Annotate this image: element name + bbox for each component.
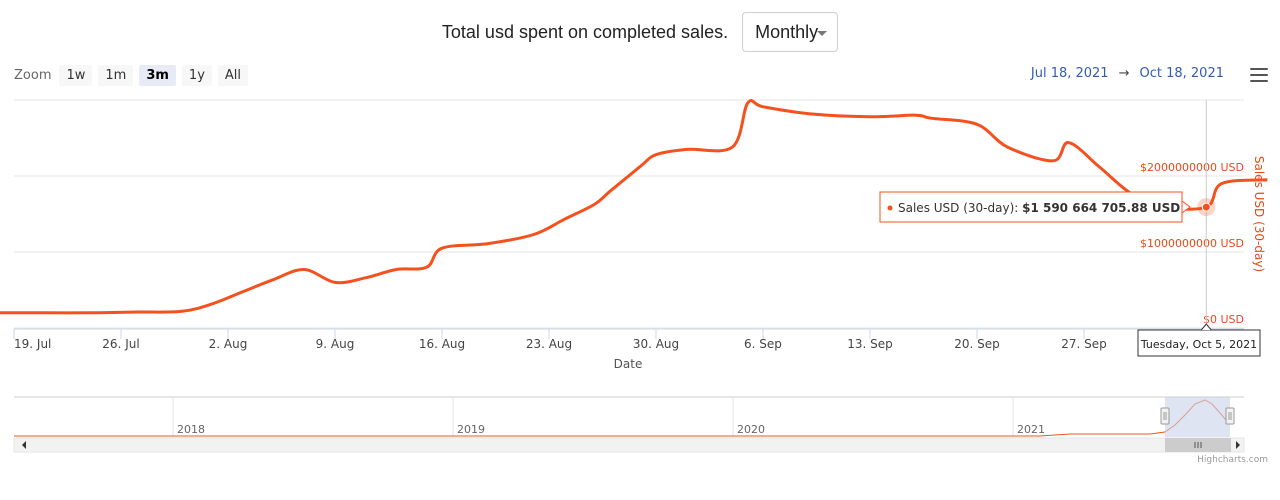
y-tick-label: $1000000000 USD: [1140, 237, 1244, 250]
navigator-year-label: 2020: [737, 423, 765, 436]
y-tick-label: $0 USD: [1203, 313, 1244, 326]
period-select-value: Monthly: [755, 21, 819, 42]
tooltip-box: [879, 191, 1183, 223]
x-tick-label: 27. Sep: [1061, 337, 1107, 351]
zoom-label: Zoom: [14, 67, 52, 83]
period-select[interactable]: Monthly: [742, 12, 839, 52]
zoom-all-button[interactable]: All: [217, 64, 249, 86]
navigator-year-label: 2021: [1017, 423, 1045, 436]
credits-link[interactable]: Highcharts.com: [1197, 455, 1268, 465]
tooltip-series-name: Sales USD (30-day):: [898, 201, 1022, 215]
y-axis-title: Sales USD (30-day): [1252, 156, 1266, 272]
x-tick-label: 23. Aug: [526, 337, 572, 351]
x-tick-label: 2. Aug: [209, 337, 248, 351]
tooltip-pointer: [1181, 200, 1191, 214]
navigator-window: [1165, 397, 1230, 437]
chart-heading: Total usd spent on completed sales.: [441, 21, 729, 42]
date-tooltip: Tuesday, Oct 5, 2021: [1137, 323, 1261, 357]
legend-dot: [887, 205, 893, 211]
tooltip: Sales USD (30-day): $1 590 664 705.88 US…: [879, 191, 1191, 223]
range-to-input[interactable]: Oct 18, 2021: [1139, 66, 1225, 81]
scrollbar-track: [13, 437, 1245, 453]
date-tooltip-text: Tuesday, Oct 5, 2021: [1140, 338, 1257, 351]
x-tick-label: 20. Sep: [954, 337, 1000, 351]
data-point: [1201, 202, 1211, 212]
zoom-1y-button[interactable]: 1y: [181, 64, 212, 86]
navigator-year-label: 2019: [457, 423, 485, 436]
x-tick-label: 19. Jul: [14, 337, 51, 351]
hamburger-menu-icon[interactable]: [1250, 68, 1268, 82]
date-range: Jul 18, 2021 → Oct 18, 2021: [1031, 66, 1224, 81]
chevron-down-icon: [817, 31, 828, 36]
date-tooltip-box: [1137, 329, 1261, 357]
zoom-1m-button[interactable]: 1m: [98, 64, 134, 86]
tooltip-value: $1 590 664 705.88 USD: [1022, 201, 1180, 215]
series-line: [0, 99, 1268, 315]
navigator-left-handle: [1160, 407, 1170, 425]
y-tick-label: $2000000000 USD: [1140, 161, 1244, 174]
navigator-right-handle: [1225, 407, 1235, 425]
range-from-input[interactable]: Jul 18, 2021: [1030, 66, 1109, 81]
date-tooltip-pointer: [1200, 323, 1212, 331]
x-axis-title: Date: [614, 357, 643, 371]
scroll-left-icon: [22, 441, 26, 449]
x-tick-label: 13. Sep: [847, 337, 893, 351]
zoom-1w-button[interactable]: 1w: [59, 64, 93, 86]
x-tick-label: 6. Sep: [744, 337, 782, 351]
arrow-right-icon: →: [1118, 66, 1130, 81]
scroll-right-icon: [1236, 441, 1240, 449]
x-tick-label: 16. Aug: [419, 337, 465, 351]
navigator-year-label: 2018: [177, 423, 205, 436]
chart-header: Total usd spent on completed sales. Mont…: [0, 10, 1280, 54]
zoom-3m-button[interactable]: 3m: [139, 64, 176, 86]
x-tick-label: 26. Jul: [102, 337, 139, 351]
x-tick-label: 30. Aug: [633, 337, 679, 351]
x-tick-label: 9. Aug: [316, 337, 355, 351]
tooltip-text: Sales USD (30-day): $1 590 664 705.88 US…: [898, 201, 1180, 215]
range-selector: Zoom 1w 1m 3m 1y All: [14, 64, 249, 86]
